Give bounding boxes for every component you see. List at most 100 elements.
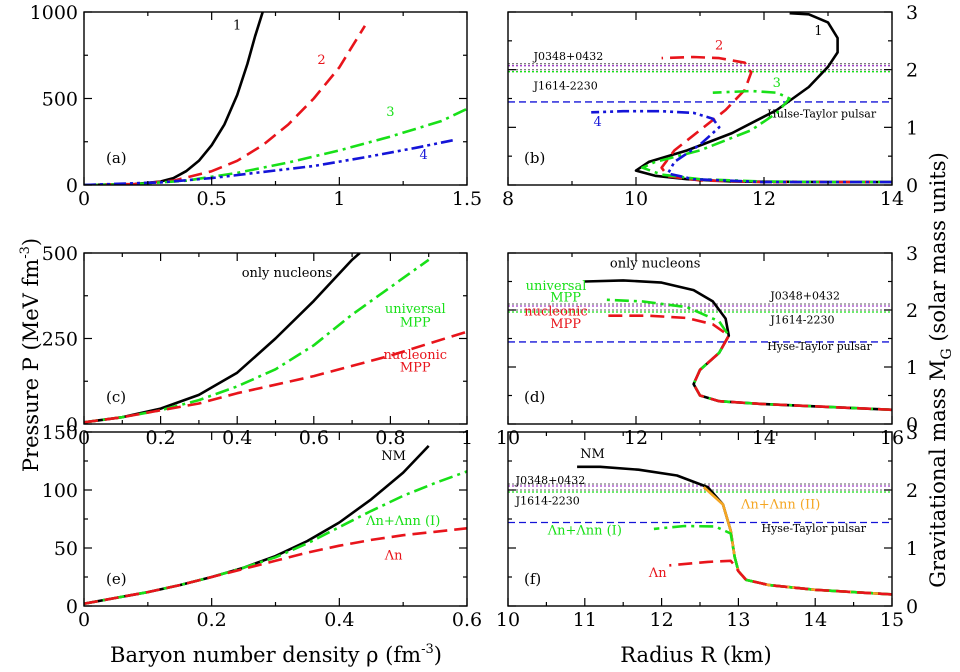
y-tick-label: 0 xyxy=(66,596,78,618)
panel-label: (a) xyxy=(106,149,127,167)
y-tick-label: 0 xyxy=(66,414,78,436)
pulsar-label: J0348+0432 xyxy=(533,50,604,63)
x-tick-label: 0.4 xyxy=(324,609,354,631)
panel-e: NM Λn+Λnn (I) Λn 0 0.2 0.4 0.6 0 50 100 150 (e) xyxy=(42,422,482,631)
series-line-black xyxy=(634,12,892,184)
y-tick-label: 500 xyxy=(42,89,78,111)
panel-f: J0348+0432 J1614-2230 Hyse-Taylor pulsar NM… xyxy=(496,422,918,631)
annotation: NM xyxy=(381,449,406,464)
series-line-green xyxy=(603,298,892,412)
series-label: 1 xyxy=(233,18,241,33)
x-tick-label: 0.5 xyxy=(197,188,227,210)
annotation: Λn xyxy=(648,566,667,581)
series-label: 2 xyxy=(317,53,325,68)
y-tick-label: 3 xyxy=(906,422,918,444)
x-tick-label: 10 xyxy=(624,188,648,210)
pulsar-label: Hyse-Taylor pulsar xyxy=(761,522,866,535)
y-tick-label: 3 xyxy=(906,243,918,265)
panel-label: (f) xyxy=(524,570,541,588)
x-tick-label: 0.2 xyxy=(197,609,227,631)
annotation: nucleonic xyxy=(384,348,448,363)
pulsar-label: J1614-2230 xyxy=(533,79,598,92)
x-tick-label: 8 xyxy=(502,188,514,210)
annotation: nucleonic xyxy=(524,305,588,320)
annotation: Λn xyxy=(384,549,403,564)
panel-label: (b) xyxy=(524,149,545,167)
pulsar-label: J0348+0432 xyxy=(515,474,586,487)
annotation: only nucleons xyxy=(610,256,701,271)
series-label: 1 xyxy=(814,24,822,39)
series-label: 4 xyxy=(419,148,427,163)
annotation: MPP xyxy=(550,290,581,305)
series-line-green xyxy=(84,258,430,424)
x-tick-label: 14 xyxy=(752,427,776,449)
pulsar-label: Hulse-Taylor pulsar xyxy=(767,108,877,121)
x-tick-label: 0 xyxy=(78,188,90,210)
x-tick-label: 10 xyxy=(496,609,520,631)
series-label: 3 xyxy=(386,105,394,120)
pulsar-label: Hyse-Taylor pulsar xyxy=(767,340,872,353)
axes-frame xyxy=(507,11,893,186)
annotation: NM xyxy=(580,447,605,462)
x-tick-label: 0.8 xyxy=(375,427,405,449)
y-tick-label: 1 xyxy=(906,357,918,379)
annotation: Λn+Λnn (I) xyxy=(365,514,440,529)
series-label: 3 xyxy=(773,76,781,91)
x-tick-label: 0.4 xyxy=(222,427,252,449)
series-label: 4 xyxy=(593,115,601,130)
series-line-green xyxy=(653,524,892,596)
series-line-blue xyxy=(84,138,455,185)
y-tick-label: 50 xyxy=(54,538,78,560)
annotation: universal xyxy=(526,279,587,294)
panel-a: 1 2 3 4 0 0.5 1 1.5 0 500 1000 (a) xyxy=(30,2,482,210)
y-tick-label: 2 xyxy=(906,300,918,322)
y-tick-label: 2 xyxy=(906,60,918,82)
series-line-red xyxy=(604,314,892,412)
y-tick-label: 0 xyxy=(66,175,78,197)
y-tick-label: 0 xyxy=(906,596,918,618)
x-tick-label: 0 xyxy=(78,609,90,631)
series-line-green xyxy=(84,107,467,185)
annotation: Λn+Λnn (II) xyxy=(740,498,820,513)
y-tick-label: 1 xyxy=(906,538,918,560)
series-line-red xyxy=(669,559,892,596)
y-tick-label: 500 xyxy=(42,243,78,265)
annotation: MPP xyxy=(400,361,431,376)
pulsar-label: J0348+0432 xyxy=(769,290,840,303)
pulsar-mass-band xyxy=(508,63,892,73)
x-tick-label: 0.6 xyxy=(299,427,329,449)
y-tick-label: 3 xyxy=(906,2,918,24)
panel-b: J0348+0432 J1614-2230 Hulse-Taylor pulsar 1… xyxy=(502,2,918,210)
y-tick-label: 0 xyxy=(906,414,918,436)
x-tick-label: 11 xyxy=(573,609,597,631)
right-x-axis-title: Radius R (km) xyxy=(620,643,771,667)
series-line-green xyxy=(641,89,892,184)
panel-label: (e) xyxy=(106,570,127,588)
x-tick-label: 1.5 xyxy=(452,188,482,210)
annotation: MPP xyxy=(400,316,431,331)
x-tick-label: 15 xyxy=(880,609,904,631)
annotation: Λn+Λnn (I) xyxy=(547,524,622,539)
panel-label: (d) xyxy=(524,388,545,406)
y-tick-label: 0 xyxy=(906,175,918,197)
y-tick-label: 1000 xyxy=(30,2,78,24)
left-x-axis-title: Baryon number density ρ (fm-3) xyxy=(110,642,442,667)
y-tick-label: 250 xyxy=(42,329,78,351)
series-line-red xyxy=(84,527,467,605)
x-tick-label: 14 xyxy=(803,609,827,631)
y-tick-label: 100 xyxy=(42,480,78,502)
panel-d: J0348+0432 J1614-2230 Hyse-Taylor pulsar on… xyxy=(496,243,918,449)
axes-frame xyxy=(83,11,468,186)
x-tick-label: 1 xyxy=(333,188,345,210)
pulsar-label: J1614-2230 xyxy=(515,495,580,508)
annotation: MPP xyxy=(550,317,581,332)
y-tick-label: 2 xyxy=(906,480,918,502)
annotation: universal xyxy=(385,302,446,317)
series-line-red xyxy=(84,330,467,424)
pulsar-label: J1614-2230 xyxy=(769,314,834,327)
x-tick-label: 12 xyxy=(624,427,648,449)
x-tick-label: 13 xyxy=(726,609,750,631)
panel-label: (c) xyxy=(106,388,126,406)
